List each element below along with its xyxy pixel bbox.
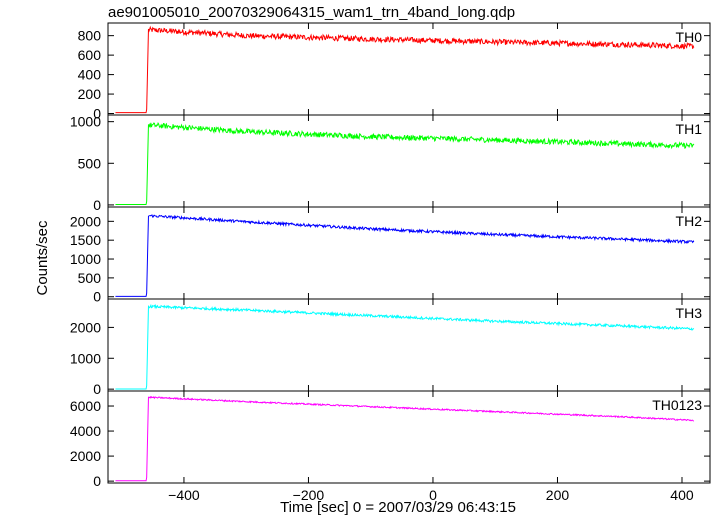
x-tick-label: 200 (546, 487, 570, 503)
series-label: TH1 (676, 121, 703, 137)
y-tick-label: 2000 (70, 448, 101, 464)
x-tick-label: −400 (168, 487, 200, 503)
y-tick-label: 1500 (70, 232, 101, 248)
series-label: TH3 (676, 305, 703, 321)
y-tick-label: 0 (93, 197, 101, 213)
panel-frame (107, 298, 711, 392)
series-label: TH2 (676, 213, 703, 229)
y-tick-label: 200 (78, 86, 102, 102)
y-tick-label: 1000 (70, 251, 101, 267)
y-tick-label: 2000 (70, 319, 101, 335)
y-tick-label: 500 (78, 155, 102, 171)
y-tick-label: 1000 (70, 350, 101, 366)
y-tick-label: 600 (78, 47, 102, 63)
panel-th1: 0 500 1000 TH1 (70, 114, 711, 213)
series-th0 (115, 25, 695, 114)
y-tick-label: 0 (93, 289, 101, 305)
panel-frame (107, 22, 711, 116)
series-label: TH0 (676, 29, 703, 45)
chart-title: ae901005010_20070329064315_wam1_trn_4ban… (108, 4, 515, 21)
y-tick-label: 2000 (70, 213, 101, 229)
y-axis-label: Counts/sec (34, 220, 51, 296)
panel-frame (107, 390, 711, 484)
panels-group: 0 200 400 600 800 TH0 0 500 1000 TH1 0 500 1000 1500 2… (70, 22, 711, 503)
panel-th0123: 0 2000 4000 6000 TH0123 (70, 390, 711, 489)
x-tick-label: 0 (429, 487, 437, 503)
y-tick-label: 400 (78, 67, 102, 83)
series-label: TH0123 (652, 397, 702, 413)
x-tick-label: 400 (670, 487, 694, 503)
series-th0123 (115, 395, 694, 482)
series-th2 (115, 214, 695, 297)
x-tick-label: −200 (293, 487, 325, 503)
x-axis-label: Time [sec] 0 = 2007/03/29 06:43:15 (280, 499, 516, 516)
y-tick-label: 1000 (70, 114, 101, 130)
y-tick-label: 0 (93, 381, 101, 397)
panel-th2: 0 500 1000 1500 2000 TH2 (70, 206, 711, 305)
y-tick-label: 500 (78, 270, 102, 286)
y-tick-label: 0 (93, 473, 101, 489)
panel-th3: 0 1000 2000 TH3 (70, 298, 711, 397)
series-th1 (115, 122, 695, 205)
y-tick-label: 6000 (70, 398, 101, 414)
panel-th0: 0 200 400 600 800 TH0 (78, 22, 711, 122)
y-tick-label: 800 (78, 28, 102, 44)
y-tick-label: 0 (93, 106, 101, 122)
series-th3 (115, 303, 695, 390)
panel-frame (107, 206, 711, 300)
y-tick-label: 4000 (70, 423, 101, 439)
